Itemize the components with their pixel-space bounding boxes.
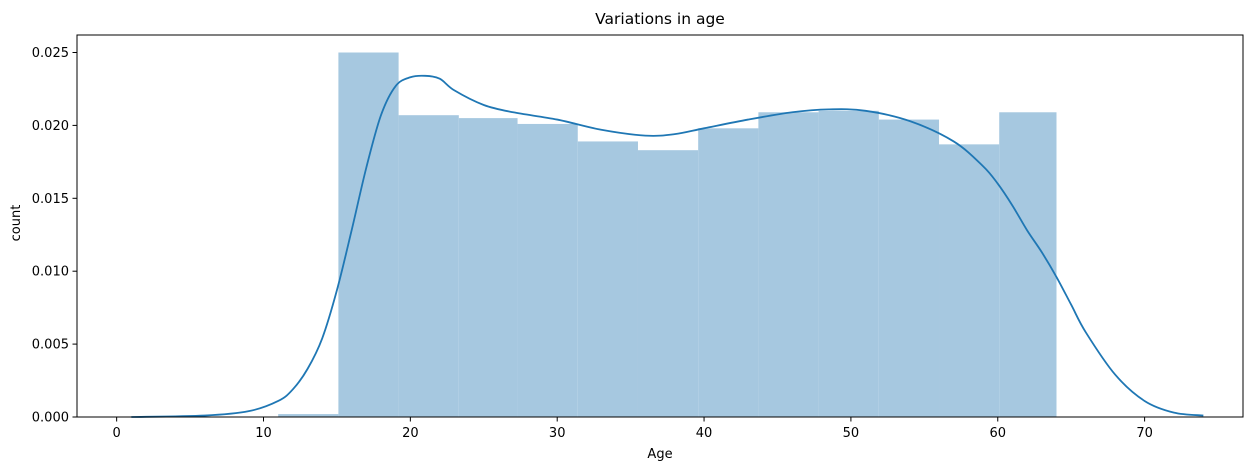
x-tick-label: 60 xyxy=(989,426,1006,441)
histogram-bar xyxy=(698,128,759,417)
histogram-bar xyxy=(398,115,459,417)
histogram-bar xyxy=(338,52,399,417)
histogram-bar xyxy=(758,112,819,417)
histogram-bar xyxy=(878,119,940,418)
histogram-bar xyxy=(278,414,339,417)
histogram-bar xyxy=(818,110,879,417)
histogram-bar xyxy=(637,150,699,417)
x-tick-label: 50 xyxy=(843,426,860,441)
histogram-bar xyxy=(939,144,1000,418)
y-tick-label: 0.000 xyxy=(32,411,69,426)
x-tick-label: 70 xyxy=(1136,426,1153,441)
histogram-bar xyxy=(517,123,578,417)
y-tick-label: 0.010 xyxy=(32,265,69,280)
histogram-bar xyxy=(458,118,518,417)
kde-line xyxy=(131,74,1204,418)
x-tick-label: 10 xyxy=(255,426,272,441)
histogram-bar xyxy=(577,141,638,417)
bars-layer xyxy=(278,52,1057,418)
x-tick-label: 40 xyxy=(696,426,713,441)
y-tick-label: 0.020 xyxy=(32,119,69,134)
kde-layer xyxy=(131,74,1204,418)
plot-frame xyxy=(76,34,1244,418)
axes-layer: 0 10 20 30 40 50 60 70 0.000 0.005 0.010 0.015 0.020… xyxy=(32,34,1244,441)
chart-title: Variations in age xyxy=(595,10,725,28)
x-tick-label: 20 xyxy=(402,426,419,441)
x-tick-label: 0 xyxy=(113,426,121,441)
x-tick-label: 30 xyxy=(549,426,566,441)
y-tick-label: 0.015 xyxy=(32,192,69,207)
y-tick-label: 0.005 xyxy=(32,338,69,353)
y-axis-label: count xyxy=(9,205,24,242)
y-tick-label: 0.025 xyxy=(32,46,69,61)
x-axis-label: Age xyxy=(647,447,672,462)
histogram-bar xyxy=(999,112,1057,417)
